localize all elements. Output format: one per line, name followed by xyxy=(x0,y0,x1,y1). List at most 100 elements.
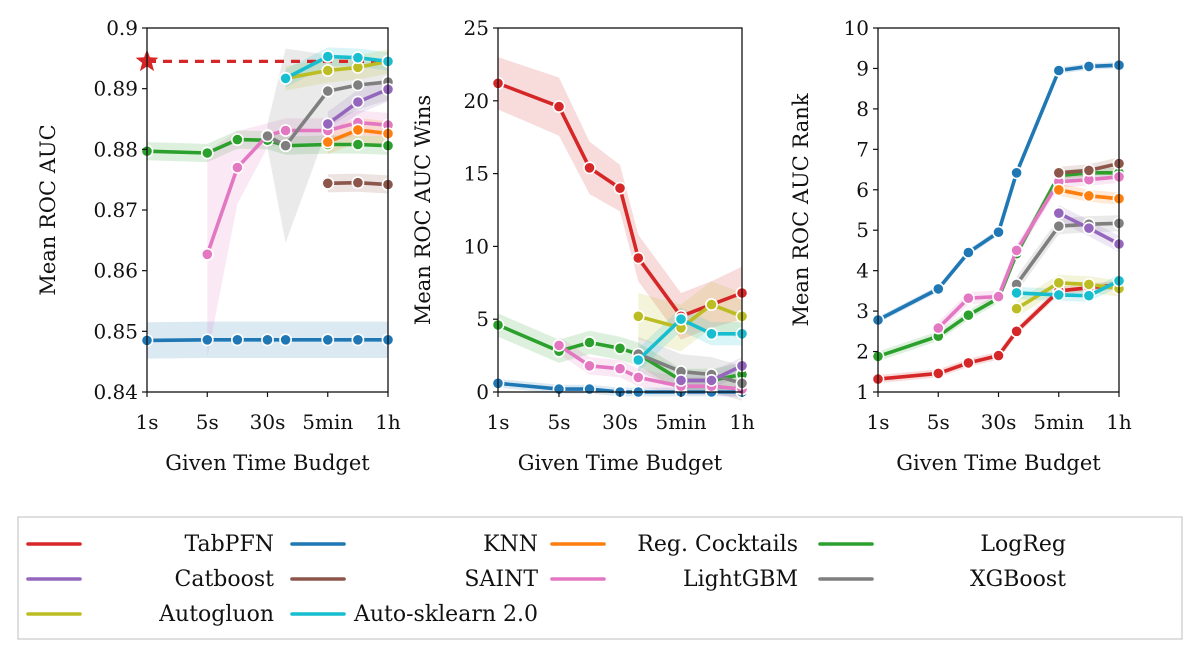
data-point-knn xyxy=(583,382,596,396)
data-point-tabpfn xyxy=(1010,324,1023,338)
data-point-auto-sklearn-2-0 xyxy=(1010,286,1023,300)
series-knn xyxy=(871,58,1126,327)
series-line-xgboost xyxy=(636,352,744,386)
legend-label: XGBoost xyxy=(970,567,1066,592)
band-lightgbm xyxy=(207,110,388,358)
data-point-lightgbm xyxy=(631,370,645,384)
legend-item-xgboost: XGBoost xyxy=(818,567,1066,592)
data-point-lightgbm xyxy=(962,291,975,305)
series-line-auto-sklearn-2-0 xyxy=(636,317,744,362)
y-tick-label: 20 xyxy=(464,89,489,113)
data-point-logreg xyxy=(613,341,627,355)
data-point-autogluon xyxy=(1052,276,1066,290)
chart-panels: 0.84 0.85 0.86 0.87 0.88 0.89 0.9 1s 5s 30s 5min 1h… xyxy=(36,16,1132,475)
x-tick-label: 5min xyxy=(302,410,353,434)
data-point-auto-sklearn-2-0 xyxy=(279,72,292,85)
data-point-lightgbm xyxy=(552,338,566,352)
y-tick-label: 0.9 xyxy=(106,16,138,40)
data-point-autogluon xyxy=(1082,277,1096,291)
y-axis: 0.84 0.85 0.86 0.87 0.88 0.89 0.9 xyxy=(93,16,147,404)
x-tick-label: 1h xyxy=(375,410,401,434)
series-catboost xyxy=(1052,206,1126,251)
data-point-autogluon xyxy=(1010,302,1023,316)
y-axis-label: Mean ROC AUC xyxy=(36,124,60,295)
y-tick-label: 5 xyxy=(476,307,489,331)
series-line-auto-sklearn-2-0 xyxy=(283,54,390,81)
data-point-lightgbm xyxy=(230,161,244,174)
data-point-knn xyxy=(1082,60,1096,73)
data-point-autogluon xyxy=(321,64,335,77)
legend-label: TabPFN xyxy=(185,532,274,557)
y-axis-label: Mean ROC AUC Rank xyxy=(789,93,813,326)
legend-label: Autogluon xyxy=(158,602,274,627)
series-line-autogluon xyxy=(636,302,744,330)
x-axis: 1s 5s 30s 5min 1h xyxy=(487,392,755,434)
y-tick-label: 0.89 xyxy=(93,77,138,101)
legend-item-knn: KNN xyxy=(290,532,538,557)
band-tabpfn xyxy=(498,57,742,340)
axes-frame xyxy=(877,27,1120,393)
series-saint xyxy=(321,176,395,191)
y-tick-label: 0.85 xyxy=(93,319,138,343)
data-point-auto-sklearn-2-0 xyxy=(705,327,718,341)
y-axis: 0 5 10 15 20 25 xyxy=(464,16,498,404)
y-tick-label: 5 xyxy=(856,218,869,242)
data-point-catboost xyxy=(674,373,688,387)
y-tick-label: 9 xyxy=(856,56,869,80)
y-tick-label: 6 xyxy=(856,178,869,202)
data-point-auto-sklearn-2-0 xyxy=(674,312,688,326)
y-tick-label: 0.87 xyxy=(93,198,138,222)
x-tick-label: 5min xyxy=(656,410,707,434)
data-point-knn xyxy=(931,282,945,296)
x-tick-label: 30s xyxy=(250,410,286,434)
legend-item-reg-cocktails: Reg. Cocktails xyxy=(550,532,798,557)
data-point-auto-sklearn-2-0 xyxy=(1052,288,1066,302)
legend-label: Reg. Cocktails xyxy=(637,532,798,557)
data-point-logreg xyxy=(351,138,365,151)
data-point-knn xyxy=(962,246,975,259)
data-point-xgboost xyxy=(261,129,274,143)
data-point-lightgbm xyxy=(992,290,1005,303)
series-xgboost xyxy=(261,75,395,153)
series-knn xyxy=(140,333,395,347)
legend-label: KNN xyxy=(483,532,538,557)
band-lightgbm xyxy=(559,336,742,398)
data-point-tabpfn xyxy=(992,349,1005,362)
legend-item-logreg: LogReg xyxy=(818,532,1066,557)
y-tick-label: 3 xyxy=(856,299,869,323)
data-point-knn xyxy=(992,225,1005,239)
x-tick-label: 1h xyxy=(1106,410,1132,434)
data-point-tabpfn xyxy=(931,366,945,380)
data-point-lightgbm xyxy=(200,247,214,261)
x-axis: 1s 5s 30s 5min 1h xyxy=(136,392,401,434)
y-tick-label: 0 xyxy=(476,380,489,404)
x-tick-label: 30s xyxy=(981,410,1017,434)
y-axis: 1 2 3 4 5 6 7 8 9 10 xyxy=(844,16,878,404)
y-tick-label: 25 xyxy=(464,16,489,40)
data-point-knn xyxy=(230,333,244,347)
data-point-saint xyxy=(351,176,365,190)
confidence-bands xyxy=(147,47,388,359)
data-point-catboost xyxy=(1052,206,1066,220)
x-tick-label: 5min xyxy=(1033,410,1084,434)
y-tick-label: 15 xyxy=(464,162,489,186)
y-tick-label: 0.88 xyxy=(93,137,138,161)
data-point-tabpfn xyxy=(552,100,566,113)
chart-panel-1: 0.84 0.85 0.86 0.87 0.88 0.89 0.9 1s 5s 30s 5min 1h… xyxy=(36,16,401,475)
x-axis-label: Given Time Budget xyxy=(896,451,1101,475)
legend-item-auto-sklearn-2-0: Auto-sklearn 2.0 xyxy=(290,602,538,627)
legend: TabPFN KNN Reg. Cocktails LogReg Catboost SAI… xyxy=(17,516,1183,640)
band-lightgbm xyxy=(938,170,1119,335)
data-point-xgboost xyxy=(321,84,335,98)
legend-label: SAINT xyxy=(464,567,538,592)
legend-label: LightGBM xyxy=(683,567,798,592)
data-point-autogluon xyxy=(705,298,718,311)
data-point-xgboost xyxy=(351,78,365,92)
y-tick-label: 0.84 xyxy=(93,380,138,404)
data-point-knn xyxy=(1010,166,1023,180)
data-point-auto-sklearn-2-0 xyxy=(631,353,645,367)
y-tick-label: 1 xyxy=(856,380,869,404)
data-point-logreg xyxy=(583,336,596,349)
y-tick-label: 0.86 xyxy=(93,259,138,283)
